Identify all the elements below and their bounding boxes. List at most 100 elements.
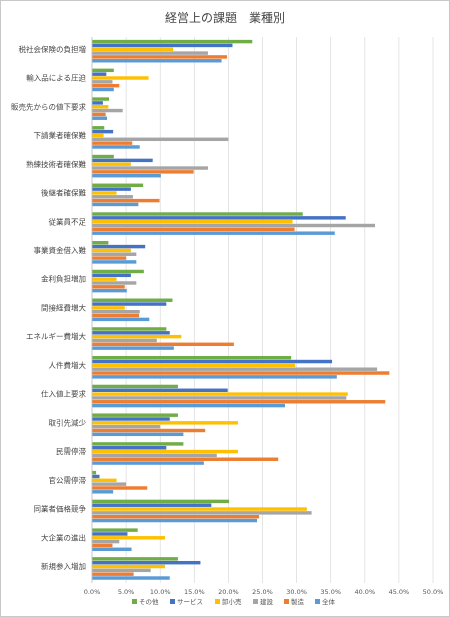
bar (92, 198, 160, 203)
bar (92, 514, 260, 519)
bar (92, 227, 295, 232)
chart-title: 経営上の課題 業種別 (164, 11, 285, 25)
legend-swatch (253, 599, 258, 604)
bar (92, 83, 120, 88)
bar (92, 173, 161, 178)
category-label: 熟練技術者確保難 (26, 159, 86, 169)
bar (92, 116, 108, 120)
bar (92, 474, 100, 479)
bar (92, 572, 134, 576)
bar (92, 518, 258, 523)
x-tick-label: 40.0% (354, 588, 375, 596)
bar (92, 216, 346, 220)
category-label: 官公需停滞 (49, 475, 87, 485)
bar (92, 158, 153, 163)
bar (92, 355, 292, 360)
bar (92, 59, 222, 63)
bar (92, 108, 123, 113)
bar (92, 72, 107, 76)
bar (92, 137, 229, 142)
bar (92, 183, 144, 188)
bar (92, 298, 173, 302)
bar (92, 342, 234, 347)
bar (92, 536, 165, 540)
bar (92, 101, 103, 105)
legend-swatch (132, 599, 137, 604)
bar (92, 313, 140, 318)
bar (92, 126, 105, 130)
bar (92, 256, 127, 260)
bar (92, 306, 125, 310)
bar (92, 371, 390, 375)
bar (92, 442, 184, 446)
bar (92, 252, 137, 256)
bar (92, 129, 114, 134)
category-label: エネルギー費増大 (26, 331, 86, 341)
bar (92, 334, 182, 339)
bar (92, 384, 178, 389)
bar (92, 47, 174, 51)
bar (92, 557, 178, 561)
bar (92, 507, 307, 511)
bar (92, 403, 286, 408)
bar (92, 43, 233, 48)
category-label: 間接経費増大 (41, 302, 86, 312)
bar (92, 162, 131, 166)
bar (92, 327, 167, 331)
category-label: 民需停滞 (56, 446, 86, 456)
category-label: 従業員不足 (49, 216, 87, 226)
bar (92, 511, 312, 515)
bar (92, 202, 139, 207)
bar (92, 241, 109, 245)
bar (92, 195, 133, 199)
category-label: 後継者確保難 (41, 188, 86, 198)
bar (92, 317, 150, 322)
bar (92, 424, 161, 429)
bar (92, 576, 170, 580)
legend-swatch (170, 599, 175, 604)
bar (92, 400, 386, 404)
bar (92, 302, 167, 306)
category-label: 下請業者確保難 (34, 130, 87, 140)
x-tick-label: 30.0% (286, 588, 307, 596)
category-label: 販売先からの値下要求 (11, 101, 86, 111)
bar (92, 273, 131, 278)
bar (92, 432, 184, 437)
bar (92, 457, 279, 461)
category-label: 取引先減少 (49, 417, 87, 427)
x-tick-label: 0.0% (84, 588, 101, 596)
bar (92, 539, 120, 544)
legend-swatch (315, 599, 320, 604)
bar (92, 187, 131, 191)
bar (92, 55, 228, 59)
legend-label: その他 (139, 597, 159, 606)
bar (92, 547, 132, 552)
bar (92, 310, 140, 314)
bars (92, 39, 390, 580)
bar (92, 388, 228, 392)
bar (92, 133, 104, 138)
bar (92, 396, 347, 400)
bar (92, 528, 138, 532)
bar (92, 244, 146, 249)
bar (92, 392, 348, 396)
bar (92, 428, 206, 433)
x-tick-label: 5.0% (118, 588, 135, 596)
bar (92, 285, 125, 289)
legend: その他 サービス 卸小売 建設 製造 全体 (132, 597, 336, 606)
category-label: 大企業の進出 (41, 532, 86, 542)
bar (92, 338, 157, 343)
x-tick-label: 50.0% (423, 588, 444, 596)
bar (92, 154, 114, 159)
x-tick-label: 10.0% (150, 588, 171, 596)
category-label: 事業資金借入難 (34, 245, 87, 255)
category-label: 人件費増大 (49, 360, 87, 370)
bar (92, 331, 170, 335)
bar (92, 112, 106, 117)
bar (92, 532, 128, 536)
bar (92, 499, 230, 504)
bar (92, 68, 114, 73)
bar (92, 478, 117, 483)
bar (92, 170, 194, 174)
